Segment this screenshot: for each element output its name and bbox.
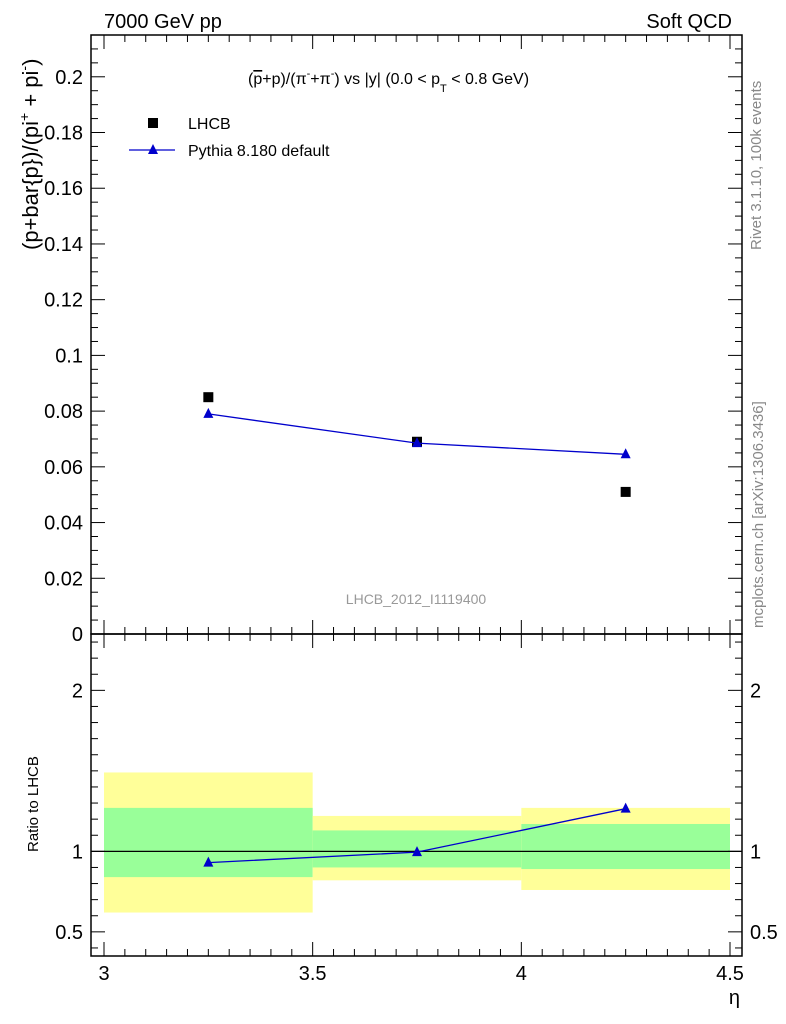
ratio-y-tick-label-right: 0.5 bbox=[750, 922, 778, 944]
title-sup-1: - bbox=[307, 68, 311, 80]
ratio-plot-frame bbox=[90, 633, 743, 957]
main-y-tick-label: 0.16 bbox=[44, 178, 83, 200]
main-y-tick-label: 0.1 bbox=[55, 345, 83, 367]
main-y-tick-label: 0.04 bbox=[44, 513, 83, 535]
main-y-tick-label: 0.14 bbox=[44, 234, 83, 256]
x-axis-label: η bbox=[729, 987, 740, 1009]
main-plot: 00.020.040.060.080.10.120.140.160.180.2 … bbox=[16, 34, 743, 646]
ratio-y-tick-label-right: 1 bbox=[750, 841, 761, 863]
ratio-pythia-point bbox=[412, 846, 422, 857]
header-left-label: 7000 GeV pp bbox=[104, 11, 222, 33]
ratio-x-tick-label: 3 bbox=[98, 963, 109, 985]
ratio-y-tick-label-left: 0.5 bbox=[55, 922, 83, 944]
legend-label-lhcb: LHCB bbox=[188, 116, 231, 133]
main-y-tick-label: 0.2 bbox=[55, 67, 83, 89]
title-sub: T bbox=[440, 83, 447, 95]
ylabel-mid: + pi bbox=[18, 71, 43, 113]
legend-marker-lhcb bbox=[148, 118, 158, 128]
ratio-pythia-point bbox=[620, 802, 631, 813]
legend-label-pythia: Pythia 8.180 default bbox=[188, 143, 330, 160]
title-sup-2: - bbox=[331, 68, 335, 80]
ratio-series bbox=[203, 802, 631, 867]
main-y-axis-label: (p+bar{p})/(pi+ + pi-) bbox=[16, 59, 43, 250]
lhcb-data-point bbox=[620, 486, 631, 497]
header-right-label: Soft QCD bbox=[646, 11, 732, 33]
title-pbar: p bbox=[253, 71, 262, 88]
title-part-2: +π bbox=[310, 71, 330, 88]
main-y-tick-label: 0.06 bbox=[44, 457, 83, 479]
ratio-y-tick-label-right: 2 bbox=[750, 680, 761, 702]
main-y-tick-label: 0.12 bbox=[44, 290, 83, 312]
title-part-1: +p)/(π bbox=[262, 71, 306, 88]
source-label: mcplots.cern.ch [arXiv:1306.3436] bbox=[750, 401, 767, 628]
ylabel-sup-2: - bbox=[16, 66, 32, 71]
ylabel-close: ) bbox=[18, 59, 43, 66]
rivet-label: Rivet 3.1.10, 100k events bbox=[748, 81, 765, 250]
ratio-x-ticks: 3 3.5 4 4.5 bbox=[98, 634, 744, 985]
ratio-bands bbox=[91, 772, 742, 913]
ratio-y-axis-label: Ratio to LHCB bbox=[25, 756, 42, 852]
ratio-y-ticks: 0.5 0.5 1 1 2 2 bbox=[55, 641, 778, 949]
pythia-data-point bbox=[412, 437, 422, 448]
ratio-pythia-point bbox=[203, 856, 214, 867]
main-y-tick-label: 0.08 bbox=[44, 401, 83, 423]
ylabel-main: (p+bar{p})/(pi bbox=[18, 121, 43, 250]
ratio-band-inner bbox=[104, 807, 313, 878]
main-x-ticks bbox=[103, 35, 731, 634]
lhcb-data-point bbox=[203, 392, 214, 403]
main-plot-title: (p+p)/(π-+π-) vs |y| (0.0 < pT < 0.8 GeV… bbox=[248, 68, 529, 95]
title-open-paren: ( bbox=[248, 71, 254, 88]
ratio-band-inner bbox=[521, 823, 730, 870]
ratio-y-tick-label-left: 2 bbox=[72, 680, 83, 702]
pythia-line bbox=[208, 413, 626, 455]
main-y-tick-label: 0.02 bbox=[44, 568, 83, 590]
title-part-3: ) vs |y| (0.0 < p bbox=[334, 71, 440, 88]
main-series bbox=[203, 392, 631, 497]
analysis-watermark: LHCB_2012_I1119400 bbox=[346, 591, 487, 607]
ylabel-sup-1: + bbox=[16, 113, 32, 121]
main-y-tick-label: 0.18 bbox=[44, 123, 83, 145]
pythia-data-point bbox=[203, 407, 214, 418]
pythia-data-point bbox=[620, 448, 631, 459]
legend-marker-pythia bbox=[148, 144, 158, 154]
main-y-tick-label: 0 bbox=[72, 624, 83, 646]
ratio-x-tick-label: 4 bbox=[516, 963, 527, 985]
main-y-ticks: 0 0.02 0.04 0.06 0.08 0.1 0.12 0.14 0.16 0.18 0.2 bbox=[44, 48, 742, 646]
ratio-y-tick-label-left: 1 bbox=[72, 841, 83, 863]
legend: LHCB Pythia 8.180 default bbox=[129, 116, 330, 160]
ratio-plot: 0.5 0.5 1 1 2 2 3 3.5 4 4.5 Ratio to LHCB η bbox=[25, 633, 778, 1009]
ratio-x-tick-label: 3.5 bbox=[299, 963, 327, 985]
ratio-x-tick-label: 4.5 bbox=[716, 963, 744, 985]
title-part-4: < 0.8 GeV) bbox=[447, 71, 529, 88]
